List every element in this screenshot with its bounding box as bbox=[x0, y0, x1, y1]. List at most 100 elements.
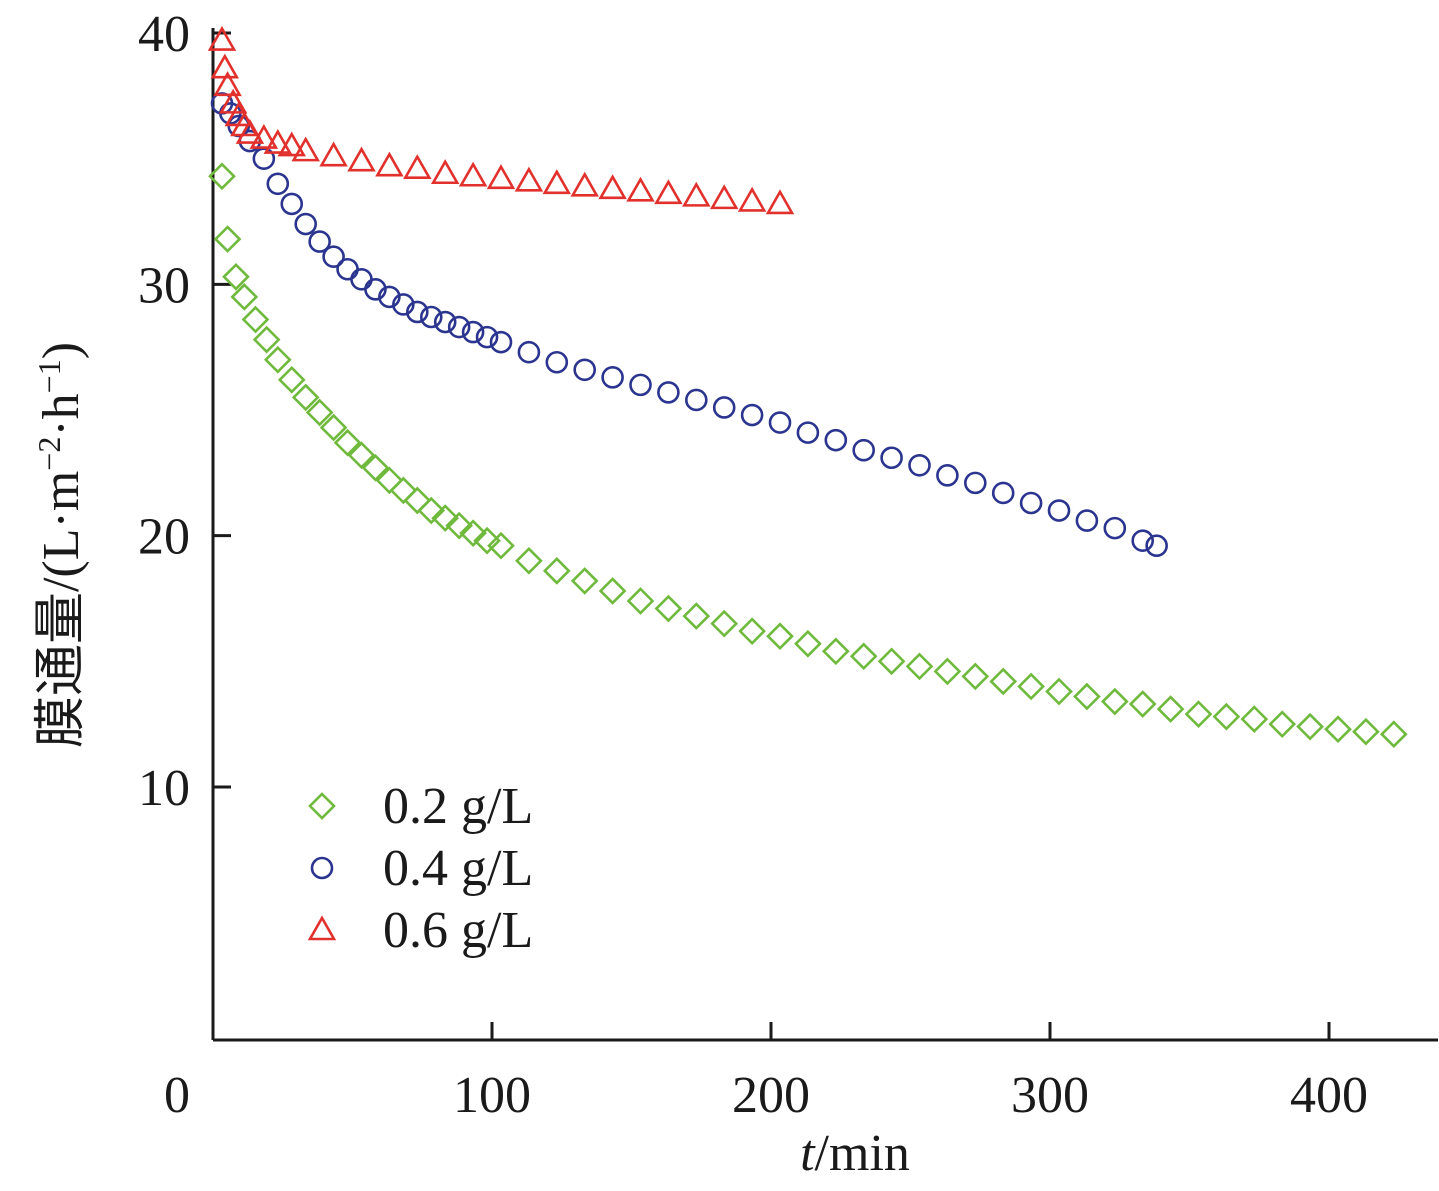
x-tick-label-200: 200 bbox=[732, 1067, 810, 1124]
data-point-circle bbox=[545, 350, 569, 374]
data-point-circle bbox=[475, 325, 499, 349]
legend-symbol-diamond bbox=[308, 792, 336, 820]
data-point-triangle bbox=[709, 184, 739, 210]
data-point-circle bbox=[266, 172, 290, 196]
data-point-diamond bbox=[1156, 695, 1185, 723]
data-point-circle bbox=[308, 230, 331, 253]
data-point-circle bbox=[461, 320, 485, 344]
data-point-triangle bbox=[486, 164, 516, 190]
data-point-diamond bbox=[542, 557, 571, 585]
data-point-circle bbox=[1145, 534, 1168, 558]
data-point-triangle bbox=[347, 146, 376, 172]
data-point-diamond bbox=[1128, 690, 1157, 718]
x-tick-label-100: 100 bbox=[453, 1067, 531, 1124]
data-point-diamond bbox=[487, 531, 515, 560]
data-point-diamond bbox=[821, 637, 850, 666]
data-point-triangle bbox=[291, 136, 320, 162]
legend-marker-diamond bbox=[308, 792, 336, 820]
data-point-circle bbox=[657, 381, 680, 404]
data-point-circle bbox=[824, 428, 848, 452]
data-point-diamond bbox=[473, 526, 501, 555]
legend-symbol-triangle bbox=[307, 915, 337, 941]
data-point-circle bbox=[1019, 491, 1043, 515]
data-point-diamond bbox=[877, 647, 906, 676]
data-point-diamond bbox=[417, 496, 446, 525]
data-point-circle bbox=[852, 438, 876, 462]
series-0.6-g/L bbox=[207, 25, 795, 215]
data-point-circle bbox=[294, 212, 318, 236]
y-tick-label-20: 20 bbox=[138, 509, 190, 566]
data-point-circle bbox=[517, 340, 541, 364]
data-point-triangle bbox=[403, 154, 432, 180]
data-point-triangle bbox=[319, 141, 348, 167]
data-point-diamond bbox=[277, 366, 306, 394]
data-point-circle bbox=[364, 278, 387, 301]
data-point-circle bbox=[936, 464, 959, 487]
data-point-diamond bbox=[222, 262, 250, 291]
data-point-triangle bbox=[213, 71, 242, 97]
data-point-circle bbox=[768, 411, 792, 434]
y-axis-title-cn: 膜通量 bbox=[33, 592, 90, 748]
data-point-circle bbox=[712, 396, 736, 419]
data-point-diamond bbox=[230, 283, 259, 311]
y-tick-label-30: 30 bbox=[138, 257, 190, 314]
data-point-triangle bbox=[458, 161, 488, 187]
data-point-circle bbox=[991, 481, 1015, 505]
data-point-diamond bbox=[1379, 720, 1408, 749]
data-point-circle bbox=[419, 305, 443, 329]
legend-entry-0.2: 0.2 g/L bbox=[308, 778, 533, 835]
legend-label-0.4: 0.4 g/L bbox=[383, 840, 533, 897]
data-point-circle bbox=[489, 330, 513, 354]
data-point-circle bbox=[433, 310, 457, 334]
data-point-circle bbox=[336, 257, 359, 281]
data-point-triangle bbox=[682, 181, 711, 207]
x-axis-title-variable: t bbox=[800, 1125, 816, 1182]
data-point-circle bbox=[447, 315, 471, 339]
legend-entry-0.6: 0.6 g/L bbox=[307, 902, 533, 959]
data-point-triangle bbox=[263, 128, 293, 154]
data-point-circle bbox=[1131, 529, 1154, 552]
legend: 0.2 g/L 0.4 g/L 0.6 g/L bbox=[307, 778, 533, 959]
data-point-diamond bbox=[794, 629, 822, 658]
data-point-circle bbox=[1103, 516, 1127, 540]
data-point-diamond bbox=[710, 609, 739, 638]
data-point-diamond bbox=[1212, 702, 1241, 731]
data-point-circle bbox=[1075, 509, 1099, 532]
y-axis-title-unit-a: /(L·m bbox=[33, 471, 90, 592]
data-point-diamond bbox=[1268, 710, 1297, 739]
data-point-triangle bbox=[654, 179, 683, 205]
data-point-diamond bbox=[989, 667, 1018, 696]
data-point-diamond bbox=[905, 652, 934, 681]
data-point-circle bbox=[1047, 499, 1071, 522]
data-point-circle bbox=[963, 471, 987, 495]
data-point-diamond bbox=[682, 602, 711, 630]
y-axis-ticks: 10 20 30 40 bbox=[138, 6, 231, 817]
data-point-triangle bbox=[207, 25, 237, 51]
data-point-diamond bbox=[1073, 682, 1101, 711]
data-point-circle bbox=[684, 388, 708, 412]
data-point-diamond bbox=[1296, 712, 1324, 741]
data-point-diamond bbox=[459, 519, 487, 547]
y-axis-title-sup2: −1 bbox=[31, 359, 67, 393]
data-point-diamond bbox=[515, 546, 543, 575]
y-axis-title-unit-b: ·h bbox=[33, 393, 90, 436]
data-point-triangle bbox=[765, 189, 795, 215]
x-axis-title: t/min bbox=[800, 1125, 910, 1182]
x-axis-title-unit: /min bbox=[815, 1125, 910, 1182]
data-point-triangle bbox=[277, 131, 306, 157]
data-point-triangle bbox=[235, 118, 265, 144]
data-point-circle bbox=[378, 285, 401, 309]
legend-symbol-circle bbox=[310, 856, 334, 880]
data-point-diamond bbox=[445, 511, 473, 540]
data-point-triangle bbox=[542, 169, 572, 195]
data-point-diamond bbox=[598, 577, 627, 605]
data-point-diamond bbox=[403, 486, 432, 515]
data-point-diamond bbox=[361, 453, 390, 482]
data-point-circle bbox=[280, 192, 304, 216]
data-point-diamond bbox=[208, 162, 236, 191]
data-point-circle bbox=[573, 358, 597, 382]
data-point-triangle bbox=[626, 176, 655, 202]
x-axis-ticks: 0 100 200 300 400 bbox=[164, 1022, 1368, 1124]
data-point-diamond bbox=[1184, 700, 1213, 728]
